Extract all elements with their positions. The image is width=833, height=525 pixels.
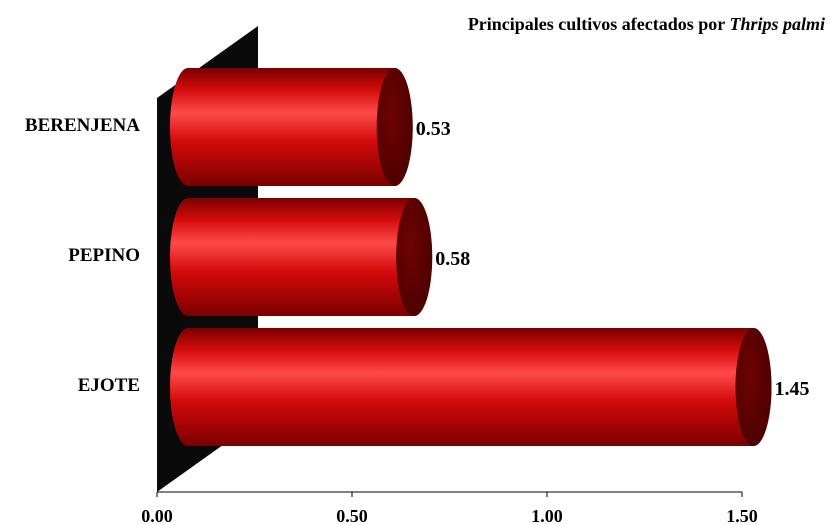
bar-body [170, 198, 433, 316]
bar-value-label: 0.58 [435, 248, 470, 270]
x-tick-label: 0.50 [336, 506, 368, 525]
bar-series: 0.53 0.58 1.45 [170, 68, 810, 446]
bar-body [170, 68, 413, 186]
chart-title: Principales cultivos afectados por Thrip… [468, 14, 825, 35]
bar [170, 198, 433, 316]
bar-end-cap [396, 198, 433, 316]
bar-body [170, 328, 772, 446]
bar [170, 328, 772, 446]
category-label: BERENJENA [25, 115, 140, 136]
category-label: EJOTE [78, 375, 140, 396]
bar-end-cap [376, 68, 413, 186]
x-axis-ticks: 0.00 0.50 1.00 1.50 [141, 492, 758, 525]
x-tick-label: 0.00 [141, 506, 173, 525]
category-label: PEPINO [68, 245, 140, 266]
bar-end-cap [735, 328, 772, 446]
bar [170, 68, 413, 186]
x-tick-label: 1.50 [726, 506, 758, 525]
bar-value-label: 0.53 [416, 118, 451, 140]
bar-value-label: 1.45 [775, 378, 810, 400]
category-labels: BERENJENA PEPINO EJOTE [25, 115, 140, 396]
chart-title-italic: Thrips palmi [729, 14, 825, 34]
chart-title-text: Principales cultivos afectados por [467, 14, 725, 34]
x-tick-label: 1.00 [531, 506, 563, 525]
